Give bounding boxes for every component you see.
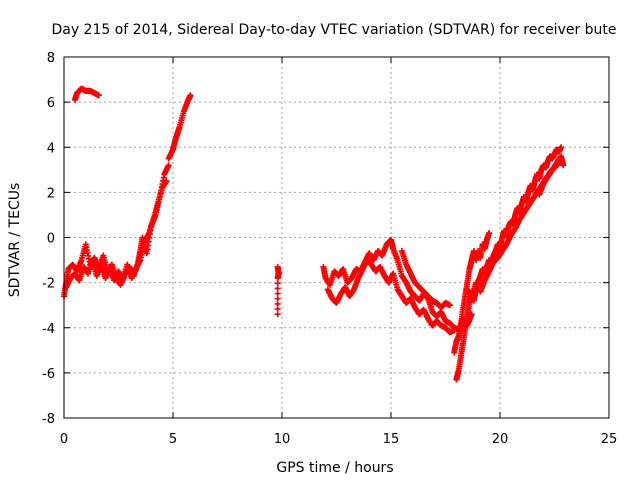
x-tick-label: 0	[60, 432, 68, 447]
data-point	[274, 280, 281, 287]
y-tick-label: 0	[47, 232, 55, 247]
y-tick-label: -6	[42, 367, 55, 382]
data-point	[163, 178, 170, 185]
data-point	[558, 144, 565, 151]
data-point	[274, 285, 281, 292]
y-tick-label: -8	[42, 412, 55, 427]
x-tick-label: 10	[274, 432, 291, 447]
y-tick-label: -4	[42, 322, 55, 337]
chart-title: Day 215 of 2014, Sidereal Day-to-day VTE…	[51, 22, 616, 38]
axis-ticks: 0 5 10 15 20 25 -8 -6 -4 -2 0 2 4 6 8	[42, 51, 617, 447]
data-point	[274, 295, 281, 302]
data-point	[95, 92, 102, 99]
data-point	[274, 311, 281, 318]
data-point	[274, 306, 281, 313]
x-tick-label: 15	[383, 432, 400, 447]
y-tick-label: -2	[42, 277, 55, 292]
data-point	[560, 162, 567, 169]
data-point	[446, 302, 453, 309]
data-point	[274, 290, 281, 297]
x-tick-label: 20	[492, 432, 509, 447]
data-point	[486, 229, 493, 236]
data-point	[187, 92, 194, 99]
data-point	[274, 275, 281, 282]
y-tick-label: 6	[47, 96, 55, 111]
data-point	[274, 300, 281, 307]
y-tick-label: 2	[47, 186, 55, 201]
data-point	[451, 327, 458, 334]
plot-frame	[63, 56, 610, 419]
x-axis-label: GPS time / hours	[276, 460, 393, 476]
data-point	[165, 162, 172, 169]
grid-lines	[64, 57, 609, 418]
data-points	[61, 85, 567, 383]
y-tick-label: 4	[47, 141, 55, 156]
y-tick-label: 8	[47, 51, 55, 66]
y-axis-label: SDTVAR / TECUs	[7, 183, 23, 298]
x-tick-label: 25	[601, 432, 618, 447]
x-tick-label: 5	[169, 432, 177, 447]
